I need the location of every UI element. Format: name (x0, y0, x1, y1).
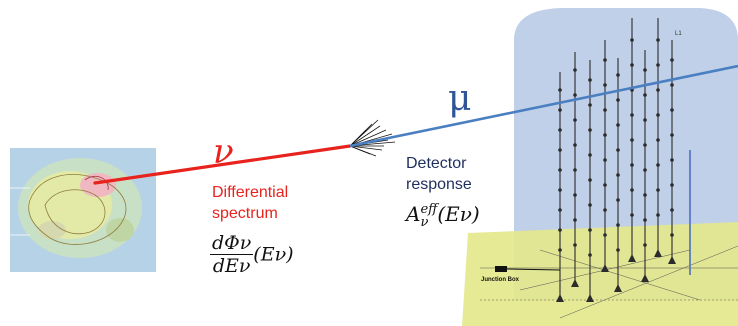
muon-label: μ (448, 78, 472, 119)
effective-area-subscript: ν (420, 214, 429, 230)
neutrino-track (93, 144, 352, 185)
detector-label: Detector (406, 155, 467, 172)
differential-label: Differential (212, 184, 289, 201)
neutrino-label: ν (213, 132, 234, 172)
flux-numerator: dΦν (210, 232, 254, 255)
string-l1-label: L1 (675, 31, 682, 37)
response-label: response (406, 176, 472, 193)
effective-area-base: A (406, 202, 421, 226)
flux-argument: (Eν) (253, 243, 294, 266)
optical-modules (558, 38, 674, 257)
spectrum-label: spectrum (212, 205, 278, 222)
flux-denominator: dEν (212, 255, 251, 277)
effective-area-argument: (Eν) (437, 202, 480, 226)
junction-box (495, 266, 561, 272)
effective-area-superscript: eff (420, 201, 438, 217)
flux-formula: dΦν dEν (Eν) (210, 232, 294, 277)
muon-track (349, 64, 738, 148)
sky-map (10, 148, 156, 272)
junction-box-label: Junction Box (481, 277, 520, 283)
string-anchors (556, 249, 676, 302)
seabed-plane (462, 222, 738, 326)
